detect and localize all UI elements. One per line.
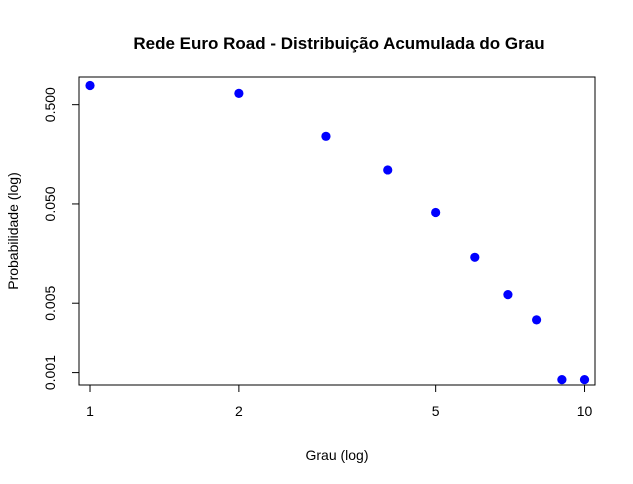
data-point (431, 207, 441, 218)
x-tick-label: 1 (86, 403, 94, 419)
data-point (321, 131, 331, 141)
y-axis-label: Probabilidade (log) (5, 172, 21, 290)
y-axis: 0.001 0.005 0.050 0.500 (42, 87, 80, 390)
data-point (383, 165, 393, 175)
plot-frame (78, 76, 596, 386)
data-point (234, 88, 244, 98)
data-point (579, 375, 590, 385)
y-tick-label: 0.050 (42, 186, 58, 221)
y-tick-label: 0.500 (42, 87, 58, 122)
data-point (470, 252, 480, 262)
y-tick-label: 0.001 (42, 355, 58, 390)
y-tick-label: 0.005 (42, 285, 58, 320)
chart-title: Rede Euro Road - Distribuição Acumulada … (133, 34, 544, 53)
data-point (85, 80, 95, 91)
x-axis-label: Grau (log) (305, 447, 368, 463)
data-point (531, 315, 542, 325)
data-point (503, 290, 513, 300)
x-tick-label: 10 (577, 403, 593, 419)
x-tick-label: 5 (432, 403, 440, 419)
data-point (557, 375, 567, 385)
x-tick-label: 2 (235, 403, 243, 419)
x-axis: 1 2 5 10 (86, 384, 593, 419)
data-points (85, 80, 590, 385)
